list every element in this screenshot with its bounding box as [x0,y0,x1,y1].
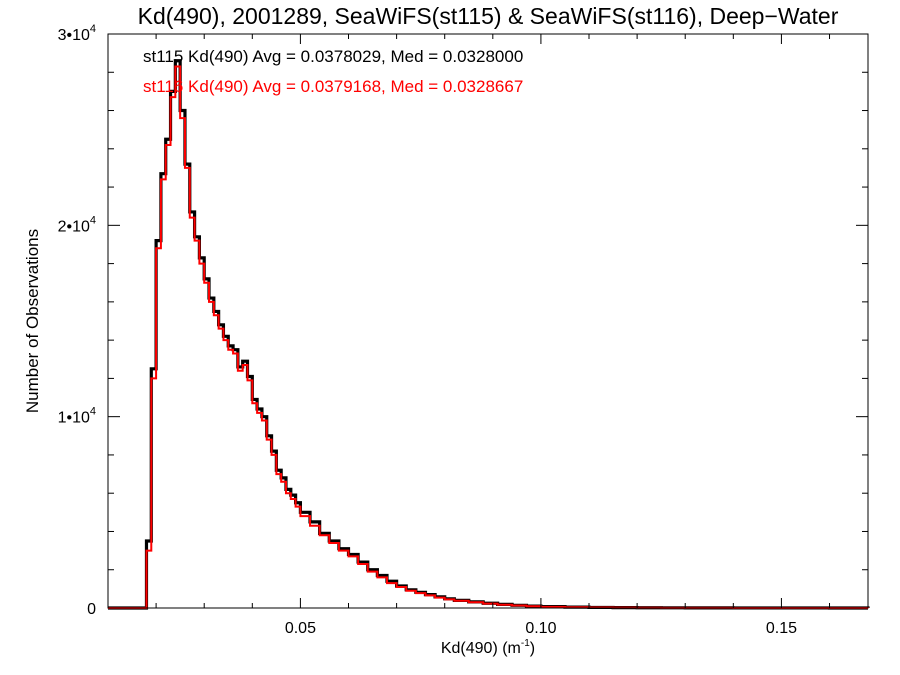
x-axis-label: Kd(490) (m-1) [441,638,535,657]
plot-frame [108,34,868,608]
y-axis: 0 1•104 2•104 3•104 [58,23,868,618]
x-axis: 0.05 0.10 0.15 [108,34,830,637]
x-tick-label: 0.10 [525,620,556,637]
series-layer [108,61,868,608]
annotation-st115: st115 Kd(490) Avg = 0.0378029, Med = 0.0… [143,47,523,66]
y-tick-label: 1•104 [58,406,96,427]
chart-title: Kd(490), 2001289, SeaWiFS(st115) & SeaWi… [138,3,839,29]
x-tick-label: 0.05 [285,620,316,637]
annotation-st116: st116 Kd(490) Avg = 0.0379168, Med = 0.0… [143,77,523,96]
x-tick-label: 0.15 [766,620,797,637]
y-tick-label: 2•104 [58,214,96,235]
y-tick-label: 0 [87,601,96,618]
histogram-chart: Kd(490), 2001289, SeaWiFS(st115) & SeaWi… [0,0,900,675]
y-tick-label: 3•104 [58,23,96,44]
series-line-0 [108,61,868,608]
y-axis-label: Number of Observations [23,229,42,413]
